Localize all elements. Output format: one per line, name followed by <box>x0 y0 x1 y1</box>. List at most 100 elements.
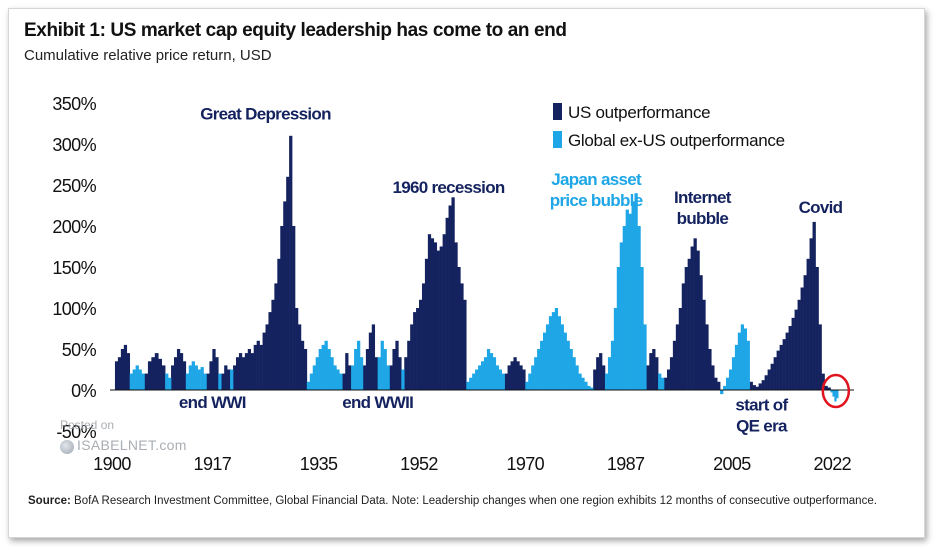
bar-us <box>513 357 517 390</box>
bar-global <box>531 365 535 390</box>
bar-us <box>427 234 432 390</box>
watermark-site: ISABELNET.com <box>77 437 187 453</box>
x-tick-label: 2005 <box>713 454 751 474</box>
bar-us <box>672 340 677 390</box>
bar-global <box>336 369 340 390</box>
bar-us <box>596 357 600 390</box>
bar-us <box>755 386 759 390</box>
bar-us <box>767 369 771 390</box>
bar-us <box>250 353 254 390</box>
bar-us <box>303 349 308 390</box>
bar-global <box>495 365 500 390</box>
bar-global <box>309 373 314 390</box>
bar-global <box>540 340 544 390</box>
bar-us <box>283 201 287 390</box>
bar-global <box>333 365 337 390</box>
bar-us <box>782 339 786 390</box>
bar-us <box>395 340 399 390</box>
bar-us <box>289 135 293 390</box>
legend-label-us: US outperformance <box>568 103 710 122</box>
bar-us <box>791 317 795 390</box>
bar-us <box>669 357 674 390</box>
bar-global <box>203 373 207 390</box>
bar-us <box>114 361 119 390</box>
bar-us <box>803 275 807 390</box>
bar-global <box>610 340 615 390</box>
bar-us <box>256 340 260 390</box>
bar-global <box>834 390 837 402</box>
source-note: Source: BofA Research Investment Committ… <box>28 492 908 510</box>
globe-icon <box>60 439 74 454</box>
bar-us <box>259 344 263 390</box>
bar-us <box>749 381 753 390</box>
bar-global <box>587 385 591 390</box>
bar-global <box>359 357 364 390</box>
bar-global <box>377 357 381 390</box>
bar-global <box>634 193 638 390</box>
bar-global <box>528 373 532 390</box>
bar-us <box>280 226 284 390</box>
bar-us <box>274 283 278 390</box>
bar-global <box>498 369 502 390</box>
x-tick-label: 2022 <box>813 454 851 474</box>
bar-global <box>740 324 745 390</box>
bar-us <box>342 373 346 390</box>
bar-global <box>318 349 322 390</box>
bar-us <box>227 369 231 390</box>
bar-us <box>182 361 187 390</box>
bar-global <box>472 373 476 390</box>
bar-global <box>401 369 405 390</box>
bar-global <box>545 324 550 390</box>
bar-us <box>699 275 703 390</box>
bar-us <box>123 344 128 390</box>
bar-us <box>708 349 712 390</box>
bar-us <box>206 373 210 390</box>
y-tick-label: 50% <box>62 340 97 360</box>
bar-us <box>120 349 125 390</box>
bar-us <box>348 365 352 390</box>
bar-us <box>241 357 246 390</box>
bar-global <box>351 365 355 390</box>
annotation-label: Japan asset <box>551 170 642 189</box>
watermark-posted-on: Posted on <box>60 418 115 432</box>
bar-global <box>566 340 570 390</box>
bar-us <box>821 373 825 390</box>
bar-us <box>300 340 305 390</box>
annotation-label: Great Depression <box>200 104 331 123</box>
bar-us <box>687 258 691 390</box>
legend-swatch-global <box>553 131 562 148</box>
bar-us <box>215 357 219 390</box>
bar-us <box>649 353 653 390</box>
bar-global <box>737 332 742 390</box>
bar-global <box>489 353 494 390</box>
bar-us <box>504 373 508 390</box>
annotation-label: end WWII <box>342 393 413 412</box>
bar-global <box>625 209 629 390</box>
bar-us <box>690 246 694 390</box>
bar-us <box>389 365 393 390</box>
x-tick-label: 1987 <box>607 454 645 474</box>
legend: US outperformance Global ex-US outperform… <box>553 103 785 150</box>
bar-global <box>481 361 485 390</box>
bar-us <box>365 349 370 390</box>
bar-global <box>569 349 573 390</box>
bar-us <box>154 353 159 390</box>
bar-global <box>354 349 358 390</box>
bar-global <box>578 373 582 390</box>
bar-us <box>436 250 440 390</box>
bar-global <box>720 390 724 395</box>
bar-us <box>262 332 266 390</box>
bar-global <box>129 373 133 390</box>
bar-global <box>613 308 618 390</box>
bar-global <box>604 373 609 390</box>
bar-global <box>554 308 559 390</box>
y-tick-label: 300% <box>52 135 96 155</box>
bar-us <box>439 246 443 390</box>
bar-us <box>664 377 668 390</box>
bar-us <box>362 365 367 390</box>
bar-us <box>433 242 438 390</box>
bar-global <box>830 390 833 393</box>
bar-global <box>537 349 541 390</box>
bar-global <box>197 369 201 390</box>
bar-us <box>392 349 396 390</box>
